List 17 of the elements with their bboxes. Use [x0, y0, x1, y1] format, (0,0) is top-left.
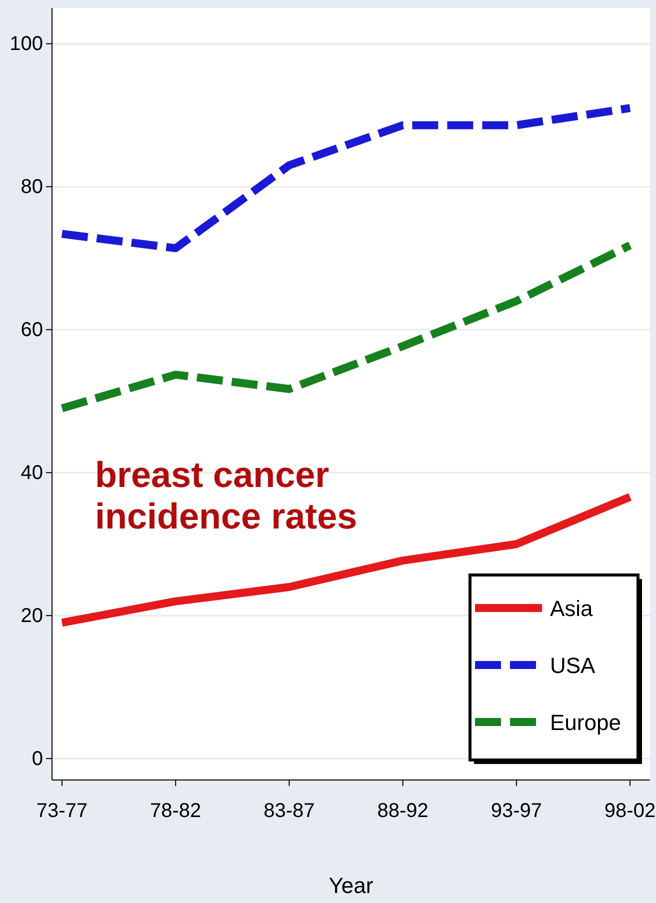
x-tick-label: 83-87	[264, 800, 315, 822]
x-axis-title: Year	[328, 873, 374, 898]
legend-label: Asia	[550, 596, 594, 621]
y-tick-label: 0	[32, 748, 43, 770]
annotation: breast cancer incidence rates	[95, 454, 358, 536]
x-tick-label: 93-97	[490, 800, 542, 822]
y-tick-label: 40	[20, 462, 43, 484]
x-tick-label: 73-77	[36, 800, 88, 822]
y-tick-label: 80	[20, 176, 43, 198]
x-tick-label: 78-82	[150, 800, 202, 822]
y-tick-label: 100	[10, 33, 43, 56]
y-tick-label: 60	[20, 319, 43, 342]
y-tick-label: 20	[20, 604, 43, 627]
x-tick-label: 88-92	[377, 800, 428, 822]
legend-label: USA	[550, 653, 596, 678]
legend-label: Europe	[550, 710, 621, 735]
x-tick-label: 98-02	[604, 800, 656, 822]
